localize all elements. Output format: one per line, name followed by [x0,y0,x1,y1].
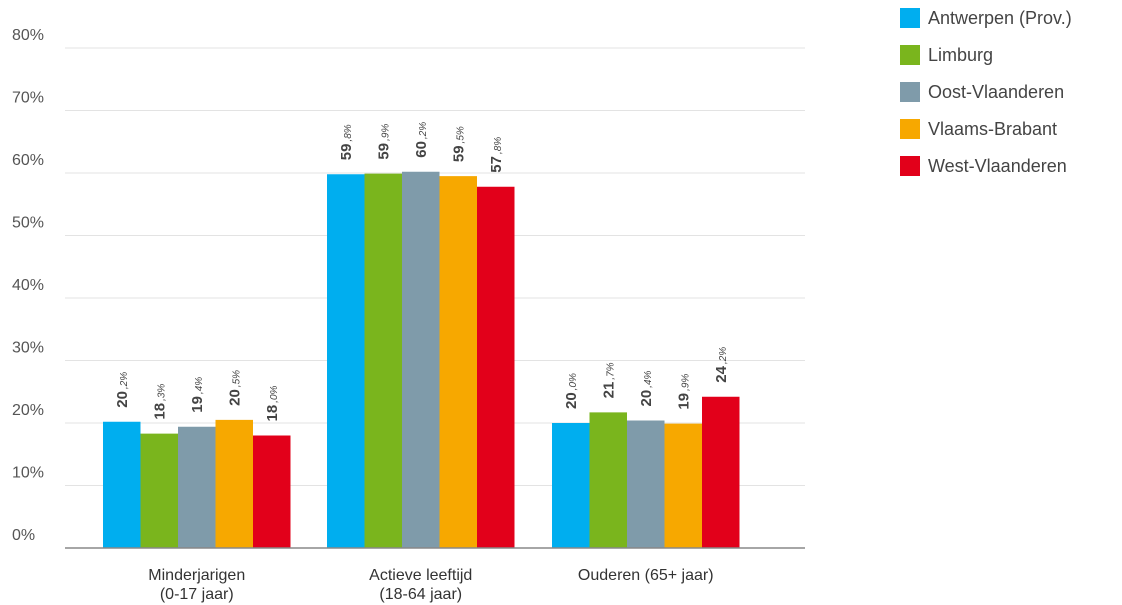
data-labels: 20,2% 59,8% 20,0% 18,3% 59,9% 21,7% 19,4% 60,2%… [114,122,730,422]
data-label: 21,7% [600,362,617,398]
legend-label: Antwerpen (Prov.) [928,8,1072,28]
y-tick-label: 30% [12,340,44,357]
data-label: 20,0% [563,373,580,409]
legend-label: Vlaams-Brabant [928,119,1057,139]
legend-swatch [900,45,920,65]
legend-swatch [900,8,920,28]
bar [253,435,291,548]
y-tick-label: 50% [12,215,44,232]
bar [402,171,440,548]
category-label: (0-17 jaar) [160,586,234,603]
bar [552,423,590,548]
data-label: 19,4% [189,377,206,413]
category-label: Minderjarigen [148,567,245,584]
data-label: 57,8% [488,137,505,173]
y-axis-ticks: 0% 10% 20% 30% 40% 50% 60% 70% 80% [12,27,44,544]
category-labels: Minderjarigen (0-17 jaar) Actieve leeftijd… [148,567,713,603]
data-label: 20,5% [226,370,243,406]
category-label: (18-64 jaar) [379,586,462,603]
bar [103,421,141,548]
legend: Antwerpen (Prov.) Limburg Oost-Vlaanderen V… [900,8,1072,176]
bar [477,186,515,548]
y-tick-label: 0% [12,527,35,544]
y-tick-label: 80% [12,27,44,44]
data-label: 59,9% [375,124,392,160]
data-label: 24,2% [713,347,730,383]
bar [215,419,253,548]
legend-swatch [900,119,920,139]
data-label: 18,0% [264,385,281,421]
y-tick-label: 10% [12,465,44,482]
bar [664,423,702,548]
data-label: 19,9% [675,374,692,410]
bar [178,426,216,548]
y-tick-label: 20% [12,402,44,419]
y-tick-label: 70% [12,90,44,107]
bar [627,420,665,548]
bar [327,174,365,548]
bar [439,176,477,548]
data-label: 59,8% [338,124,355,160]
category-label: Actieve leeftijd [369,567,472,584]
legend-swatch [900,156,920,176]
y-tick-label: 60% [12,152,44,169]
data-label: 20,4% [638,370,655,406]
data-label: 59,5% [450,126,467,162]
category-label: Ouderen (65+ jaar) [578,567,714,584]
data-label: 60,2% [413,122,430,158]
legend-label: Oost-Vlaanderen [928,82,1064,102]
legend-label: Limburg [928,45,993,65]
bar [364,173,402,548]
data-label: 20,2% [114,372,131,408]
y-tick-label: 40% [12,277,44,294]
bar [140,433,178,548]
legend-swatch [900,82,920,102]
bar [702,396,740,548]
legend-label: West-Vlaanderen [928,156,1067,176]
data-label: 18,3% [151,384,168,420]
bar [589,412,627,548]
bars [103,171,740,548]
